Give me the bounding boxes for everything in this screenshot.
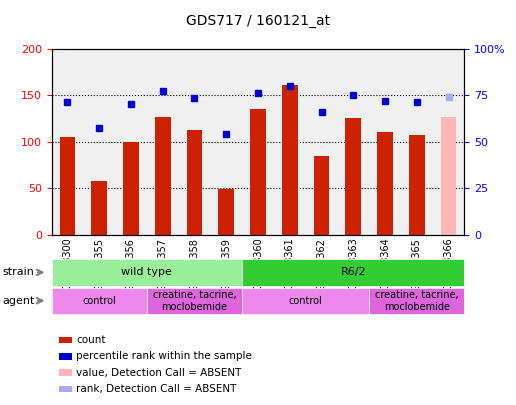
Text: count: count [76,335,106,345]
Bar [218,189,234,235]
Bar [91,181,107,235]
Bar [409,135,425,235]
Text: strain: strain [3,267,35,277]
Bar [155,117,171,235]
Text: percentile rank within the sample: percentile rank within the sample [76,352,252,361]
Text: creatine, tacrine,
moclobemide: creatine, tacrine, moclobemide [375,290,459,311]
Bar [123,142,139,235]
Bar [314,156,329,235]
Bar [441,117,457,235]
Text: R6/2: R6/2 [341,267,366,277]
Text: control: control [83,296,116,306]
Bar [377,132,393,235]
Text: control: control [289,296,322,306]
Bar [282,85,298,235]
Bar [59,137,75,235]
Text: wild type: wild type [121,267,172,277]
Text: agent: agent [3,296,35,306]
Text: rank, Detection Call = ABSENT: rank, Detection Call = ABSENT [76,384,237,394]
Bar [250,109,266,235]
Text: value, Detection Call = ABSENT: value, Detection Call = ABSENT [76,368,241,377]
Bar [187,130,202,235]
Bar [345,119,361,235]
Text: creatine, tacrine,
moclobemide: creatine, tacrine, moclobemide [153,290,236,311]
Text: GDS717 / 160121_at: GDS717 / 160121_at [186,14,330,28]
